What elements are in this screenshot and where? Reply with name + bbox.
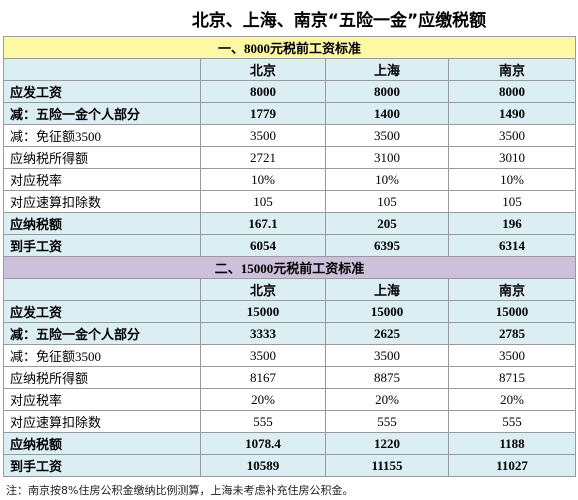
cell-value: 11027 (447, 454, 577, 477)
cell-value: 1078.4 (200, 432, 326, 455)
cell-value: 3500 (447, 344, 577, 367)
cell-value: 10% (200, 168, 326, 191)
cell-value: 3010 (447, 146, 577, 169)
cell-value: 10589 (200, 454, 326, 477)
cell-value: 8000 (200, 80, 326, 103)
data-row: 应发工资 8000 8000 8000 (3, 80, 577, 103)
data-row: 到手工资 6054 6395 6314 (3, 234, 577, 257)
row-label: 减：免征额3500 (3, 124, 201, 147)
column-header: 上海 (325, 278, 449, 301)
cell-value: 10% (447, 168, 577, 191)
cell-value: 8715 (447, 366, 577, 389)
column-header: 北京 (200, 278, 326, 301)
row-label: 应纳税额 (3, 212, 201, 235)
data-row: 对应税率 10% 10% 10% (3, 168, 577, 191)
row-label: 应发工资 (3, 80, 201, 103)
cell-value: 8875 (325, 366, 449, 389)
data-row: 对应速算扣除数 555 555 555 (3, 410, 577, 433)
column-header: 北京 (200, 58, 326, 81)
section-heading: 二、15000元税前工资标准 (2, 256, 577, 279)
row-label: 应纳税所得额 (3, 366, 201, 389)
row-label: 对应速算扣除数 (3, 190, 201, 213)
cell-value: 1490 (447, 102, 577, 125)
data-row: 对应速算扣除数 105 105 105 (3, 190, 577, 213)
cell-value: 2625 (325, 322, 449, 345)
cell-value: 3500 (325, 344, 449, 367)
row-label: 对应速算扣除数 (3, 410, 201, 433)
cell-value: 15000 (447, 300, 577, 323)
corner-cell (3, 278, 201, 301)
cell-value: 196 (447, 212, 577, 235)
cell-value: 2721 (200, 146, 326, 169)
cell-value: 105 (325, 190, 449, 213)
cell-value: 11155 (325, 454, 449, 477)
cell-value: 1188 (447, 432, 577, 455)
column-header-row: 北京 上海 南京 (3, 58, 577, 81)
data-row: 应纳税额 167.1 205 196 (3, 212, 577, 235)
cell-value: 555 (325, 410, 449, 433)
row-label: 减：五险一金个人部分 (3, 102, 201, 125)
tax-table: 一、8000元税前工资标准 北京 上海 南京 应发工资 8000 8000 8000 减：五险一… (2, 36, 577, 477)
row-label: 应发工资 (3, 300, 201, 323)
cell-value: 6054 (200, 234, 326, 257)
cell-value: 6395 (325, 234, 449, 257)
cell-value: 2785 (447, 322, 577, 345)
corner-cell (3, 58, 201, 81)
cell-value: 555 (200, 410, 326, 433)
row-label: 对应税率 (3, 168, 201, 191)
cell-value: 205 (325, 212, 449, 235)
column-header: 南京 (447, 278, 577, 301)
cell-value: 167.1 (200, 212, 326, 235)
title: 北京、上海、南京“五险一金”应缴税额 (191, 11, 487, 31)
row-label: 应纳税额 (3, 432, 201, 455)
cell-value: 1220 (325, 432, 449, 455)
cell-value: 3500 (200, 124, 326, 147)
column-header-row: 北京 上海 南京 (3, 278, 577, 301)
section-header-row: 二、15000元税前工资标准 (2, 256, 577, 279)
cell-value: 15000 (200, 300, 326, 323)
data-row: 到手工资 10589 11155 11027 (3, 454, 577, 477)
row-label: 减：免征额3500 (3, 344, 201, 367)
section-header-row: 一、8000元税前工资标准 (2, 36, 577, 59)
column-header: 上海 (325, 58, 449, 81)
data-row: 应纳税所得额 2721 3100 3010 (3, 146, 577, 169)
cell-value: 3500 (447, 124, 577, 147)
cell-value: 20% (200, 388, 326, 411)
cell-value: 3500 (200, 344, 326, 367)
cell-value: 6314 (447, 234, 577, 257)
data-row: 减：五险一金个人部分 3333 2625 2785 (3, 322, 577, 345)
data-row: 对应税率 20% 20% 20% (3, 388, 577, 411)
data-row: 应发工资 15000 15000 15000 (3, 300, 577, 323)
row-label: 减：五险一金个人部分 (3, 322, 201, 345)
cell-value: 1400 (325, 102, 449, 125)
cell-value: 105 (200, 190, 326, 213)
cell-value: 15000 (325, 300, 449, 323)
cell-value: 3100 (325, 146, 449, 169)
cell-value: 20% (325, 388, 449, 411)
data-row: 应纳税所得额 8167 8875 8715 (3, 366, 577, 389)
cell-value: 3500 (325, 124, 449, 147)
row-label: 应纳税所得额 (3, 146, 201, 169)
data-row: 减：免征额3500 3500 3500 3500 (3, 124, 577, 147)
cell-value: 10% (325, 168, 449, 191)
data-row: 应纳税额 1078.4 1220 1188 (3, 432, 577, 455)
footnote: 注：南京按8%住房公积金缴纳比例测算，上海未考虑补充住房公积金。 (6, 484, 354, 497)
data-row: 减：免征额3500 3500 3500 3500 (3, 344, 577, 367)
column-header: 南京 (447, 58, 577, 81)
cell-value: 105 (447, 190, 577, 213)
row-label: 到手工资 (3, 454, 201, 477)
cell-value: 8000 (447, 80, 577, 103)
table-body: 一、8000元税前工资标准 北京 上海 南京 应发工资 8000 8000 8000 减：五险一… (2, 36, 577, 477)
row-label: 对应税率 (3, 388, 201, 411)
cell-value: 1779 (200, 102, 326, 125)
cell-value: 20% (447, 388, 577, 411)
data-row: 减：五险一金个人部分 1779 1400 1490 (3, 102, 577, 125)
row-label: 到手工资 (3, 234, 201, 257)
cell-value: 8000 (325, 80, 449, 103)
cell-value: 3333 (200, 322, 326, 345)
cell-value: 8167 (200, 366, 326, 389)
cell-value: 555 (447, 410, 577, 433)
section-heading: 一、8000元税前工资标准 (2, 36, 577, 59)
